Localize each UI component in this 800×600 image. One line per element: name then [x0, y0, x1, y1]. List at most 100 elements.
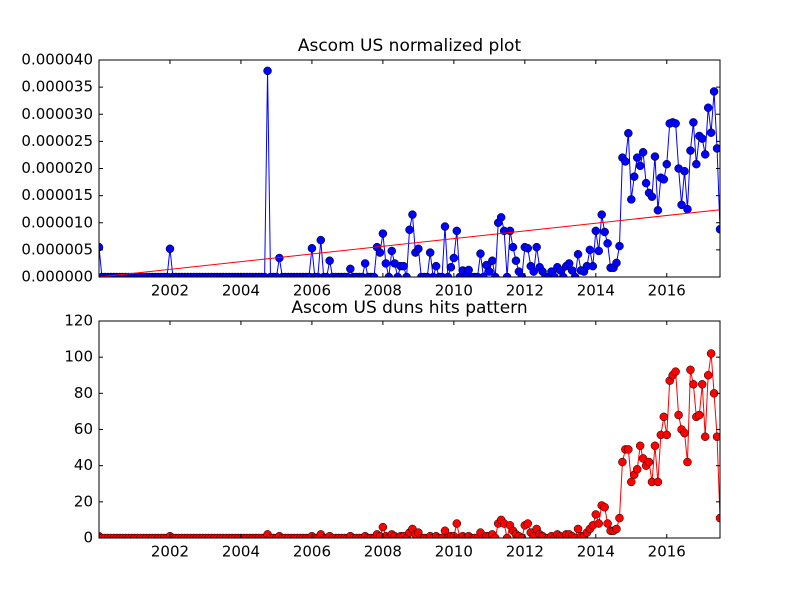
data-point: [443, 272, 453, 277]
data-point: [464, 265, 473, 275]
data-point: [612, 524, 621, 534]
data-point: [706, 349, 716, 358]
data-point: [635, 441, 645, 451]
data-point: [627, 195, 636, 204]
data-point: [650, 441, 660, 451]
data-point: [618, 457, 627, 467]
data-point: [677, 200, 686, 210]
y-tick-label: 0.000000: [21, 268, 93, 286]
x-tick-label: 2002: [151, 282, 189, 300]
data-point: [485, 267, 494, 276]
data-point: [440, 526, 450, 536]
x-tick-label: 2016: [648, 282, 686, 300]
data-point: [476, 249, 485, 258]
y-tick-label: 80: [74, 384, 93, 402]
data-point: [440, 222, 450, 231]
data-point: [715, 225, 720, 234]
y-tick-label: 0.000020: [21, 159, 93, 177]
data-point: [686, 146, 695, 155]
data-point: [594, 519, 603, 528]
x-tick-label: 2006: [293, 543, 331, 561]
data-point: [706, 128, 716, 137]
data-point: [603, 519, 612, 528]
data-point: [671, 367, 680, 376]
data-point: [263, 66, 272, 76]
y-tick-label: 40: [74, 456, 93, 474]
data-point: [695, 410, 704, 420]
data-point: [414, 244, 423, 254]
data-point: [621, 157, 630, 166]
data-point: [700, 150, 710, 159]
data-point: [689, 118, 698, 127]
x-tick-label: 2004: [222, 543, 260, 561]
data-point: [559, 272, 568, 277]
data-point: [588, 261, 598, 271]
axes-frame: [98, 320, 721, 539]
data-point: [431, 261, 441, 271]
y-tick-label: 120: [64, 312, 93, 330]
data-point: [659, 175, 669, 184]
x-tick-label: 2012: [506, 282, 544, 300]
data-point: [550, 272, 559, 277]
data-point: [165, 244, 175, 254]
data-point: [523, 519, 533, 528]
data-point: [511, 256, 521, 265]
data-point: [529, 267, 538, 276]
data-point: [570, 272, 580, 277]
y-tick-label: 0.000025: [21, 132, 93, 150]
data-point: [381, 259, 391, 268]
data-point: [405, 225, 414, 235]
data-point: [680, 166, 689, 176]
data-point: [600, 503, 609, 512]
chart-title: Ascom US duns hits pattern: [291, 298, 527, 318]
x-tick-label: 2016: [648, 543, 686, 561]
data-point: [346, 264, 355, 274]
y-tick-label: 0.000035: [21, 78, 93, 96]
data-point: [393, 272, 402, 277]
plot-area: [99, 349, 720, 538]
data-line: [99, 70, 720, 277]
data-point: [698, 380, 707, 389]
y-tick-label: 60: [74, 420, 93, 438]
x-tick-label: 2006: [293, 282, 331, 300]
y-tick-label: 0.000010: [21, 213, 93, 231]
data-point: [712, 144, 720, 153]
x-tick-label: 2008: [364, 282, 402, 300]
data-point: [644, 457, 654, 467]
y-tick-label: 0.000015: [21, 186, 93, 204]
data-point: [624, 445, 633, 454]
fit-line: [99, 209, 720, 277]
data-point: [505, 226, 515, 236]
data-point: [703, 371, 713, 380]
data-point: [369, 272, 379, 277]
y-tick-label: 0: [83, 529, 93, 547]
x-tick-label: 2004: [222, 282, 260, 300]
data-point: [600, 227, 609, 237]
data-point: [662, 430, 672, 440]
data-point: [632, 465, 642, 474]
data-point: [488, 256, 497, 265]
data-point: [674, 410, 683, 420]
data-point: [689, 380, 698, 389]
data-point: [683, 204, 692, 214]
data-point: [402, 272, 411, 277]
data-point: [585, 245, 595, 255]
data-point: [425, 248, 435, 257]
data-point: [523, 243, 533, 253]
plot-area: [99, 66, 720, 277]
x-tick-label: 2002: [151, 543, 189, 561]
data-point: [692, 159, 701, 169]
data-point: [698, 134, 707, 143]
data-point: [603, 239, 612, 248]
data-point: [446, 262, 456, 272]
data-point: [686, 365, 695, 375]
data-point: [712, 432, 720, 441]
data-point: [680, 428, 689, 438]
data-point: [384, 272, 394, 277]
data-point: [624, 128, 633, 138]
data-point: [452, 519, 462, 528]
x-tick-label: 2012: [506, 543, 544, 561]
data-point: [715, 513, 720, 523]
data-point: [564, 259, 574, 268]
